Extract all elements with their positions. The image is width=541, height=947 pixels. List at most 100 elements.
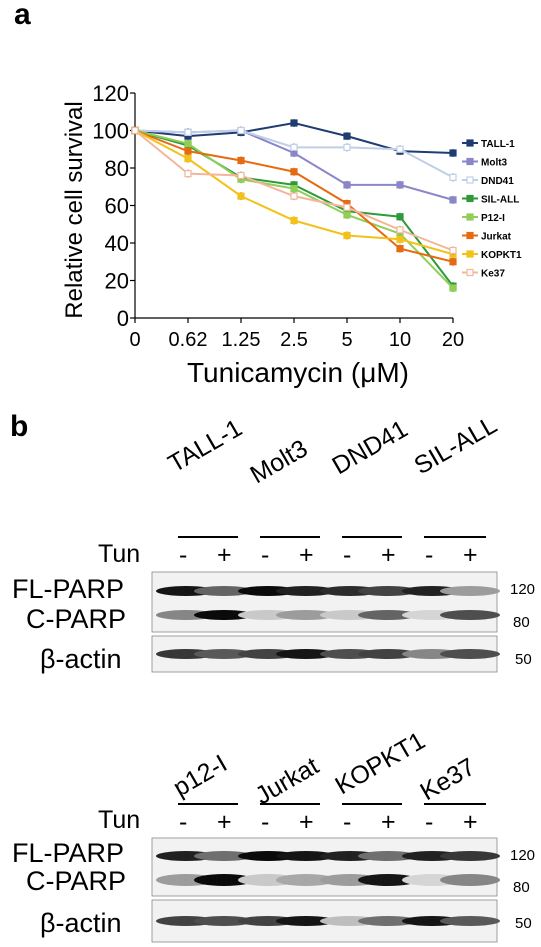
- treatment-label: Tun: [98, 806, 141, 834]
- legend-item: P12-I: [462, 213, 505, 224]
- blot-frame: [151, 837, 498, 897]
- data-point: [184, 140, 192, 148]
- cell-line-label: KOPKT1: [330, 726, 430, 801]
- treatment-sign: -: [425, 541, 434, 569]
- mw-marker: 120: [510, 847, 536, 864]
- data-point: [343, 143, 351, 151]
- legend-item: Ke37: [462, 269, 505, 280]
- x-axis-label: Tunicamycin (μM): [187, 357, 409, 388]
- chart-series-lines: [131, 119, 457, 292]
- legend-swatch-marker: [466, 268, 474, 277]
- treatment-sign: +: [381, 541, 396, 569]
- blot-band: [276, 851, 336, 861]
- legend-label: DND41: [481, 176, 514, 187]
- cell-line-label: Ke37: [415, 752, 481, 807]
- x-tick-label: 0.62: [169, 329, 208, 351]
- treatment-sign: +: [381, 808, 396, 836]
- data-point: [396, 226, 404, 234]
- treatment-sign: -: [425, 808, 434, 836]
- data-point: [396, 235, 404, 243]
- legend-item: DND41: [462, 176, 514, 187]
- data-point: [184, 155, 192, 163]
- x-tick-label: 1.25: [222, 329, 261, 351]
- treatment-sign: -: [179, 541, 188, 569]
- mw-marker: 50: [515, 915, 532, 932]
- legend-swatch-marker: [466, 250, 474, 258]
- treatment-sign: +: [299, 541, 314, 569]
- c-parp-label: C-PARP: [26, 604, 127, 634]
- legend-swatch-marker: [466, 176, 474, 184]
- treatment-label: Tun: [98, 540, 141, 568]
- legend-label: SIL-ALL: [481, 195, 519, 206]
- beta-actin-label: β-actin: [40, 908, 122, 938]
- group-bar: [424, 803, 486, 805]
- cell-line-label: Molt3: [245, 434, 313, 490]
- blot-band: [358, 586, 418, 596]
- data-point: [237, 126, 245, 135]
- cell-line-label: p12-I: [168, 749, 232, 803]
- group-bar: [178, 536, 238, 538]
- data-point: [343, 211, 351, 219]
- data-point: [184, 170, 192, 178]
- treatment-sign: +: [217, 808, 232, 836]
- data-point: [396, 181, 404, 189]
- cell-line-label: TALL-1: [163, 413, 247, 479]
- treatment-sign: -: [343, 808, 352, 836]
- mw-marker: 120: [510, 581, 536, 598]
- beta-actin-label: β-actin: [40, 644, 122, 674]
- blot-bottom-image: [151, 837, 500, 943]
- group-bar: [178, 803, 238, 805]
- blot-band: [194, 916, 254, 926]
- legend-label: TALL-1: [481, 139, 515, 150]
- blot-band: [194, 649, 254, 659]
- legend-label: Ke37: [481, 269, 505, 280]
- blot-band: [440, 586, 500, 596]
- blot-band: [276, 586, 336, 596]
- data-point: [290, 216, 298, 225]
- data-point: [343, 231, 351, 240]
- data-point: [290, 185, 298, 193]
- y-tick-label: 80: [105, 156, 129, 181]
- y-tick-label: 100: [92, 119, 129, 144]
- treatment-sign: -: [261, 541, 270, 569]
- mw-marker: 50: [515, 651, 532, 668]
- data-point: [343, 203, 351, 211]
- fl-parp-label: FL-PARP: [12, 838, 125, 868]
- y-tick-label: 20: [105, 269, 129, 294]
- blot-band: [440, 649, 500, 659]
- blot-band: [440, 851, 500, 861]
- legend-item: Jurkat: [462, 232, 512, 243]
- x-tick-label: 5: [341, 329, 352, 351]
- blot-band: [440, 874, 500, 886]
- survival-line-chart: 0 20 40 60 80 100 120 0 0.62 1.25 2.5 5 10 20 TALL-1 M…: [61, 81, 522, 388]
- blot-band: [194, 851, 254, 861]
- legend-item: SIL-ALL: [462, 195, 519, 206]
- data-point: [343, 132, 351, 140]
- y-tick-label: 120: [92, 81, 129, 106]
- blot-band: [276, 610, 336, 620]
- legend-swatch-marker: [466, 231, 474, 240]
- group-bar: [424, 536, 486, 538]
- data-point: [396, 213, 404, 221]
- c-parp-label: C-PARP: [26, 866, 127, 896]
- mw-marker: 80: [513, 614, 530, 631]
- y-tick-label: 60: [105, 194, 129, 219]
- blot-band: [358, 610, 418, 620]
- legend-item: KOPKT1: [462, 250, 522, 261]
- data-point: [343, 181, 351, 189]
- data-point: [131, 126, 139, 135]
- legend-swatch-marker: [466, 139, 474, 147]
- blot-band: [358, 649, 418, 659]
- group-bar: [260, 803, 320, 805]
- x-tick-label: 2.5: [280, 329, 308, 351]
- group-bar: [342, 803, 402, 805]
- series-ke37: [131, 126, 457, 255]
- cell-line-label: DND41: [327, 414, 413, 481]
- data-point: [237, 192, 245, 200]
- legend-label: Jurkat: [481, 232, 512, 243]
- data-point: [290, 168, 298, 176]
- blot-band: [358, 851, 418, 861]
- blot-band: [358, 874, 418, 886]
- data-point: [184, 128, 192, 136]
- x-tick-label: 0: [129, 329, 140, 351]
